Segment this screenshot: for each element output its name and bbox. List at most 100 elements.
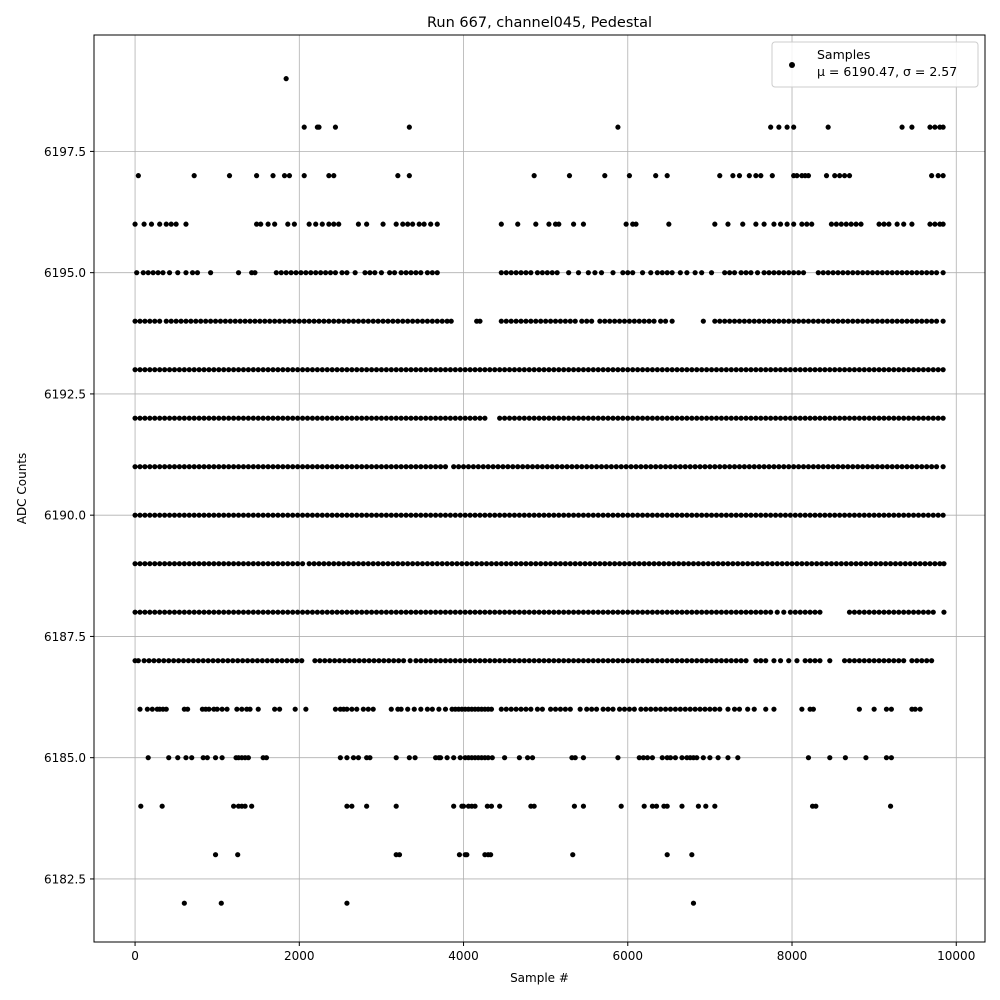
sample-point <box>567 706 573 712</box>
sample-point <box>344 609 350 615</box>
sample-point <box>319 609 325 615</box>
sample-point <box>423 658 429 664</box>
sample-point <box>364 803 370 809</box>
sample-point <box>772 367 779 373</box>
sample-point <box>327 270 334 276</box>
sample-point <box>260 609 266 615</box>
sample-point <box>235 512 242 518</box>
sample-point <box>240 367 247 373</box>
sample-point <box>659 512 665 518</box>
sample-point <box>777 367 784 373</box>
sample-point <box>899 270 905 276</box>
sample-point <box>940 173 946 179</box>
sample-point <box>620 609 626 615</box>
sample-point <box>718 609 724 615</box>
sample-point <box>493 561 499 567</box>
sample-point <box>345 561 352 567</box>
sample-point <box>398 464 404 470</box>
sample-point <box>654 367 660 373</box>
sample-point <box>259 658 265 664</box>
sample-point <box>940 270 946 276</box>
sample-point <box>531 609 537 615</box>
sample-point <box>941 609 947 615</box>
sample-point <box>393 512 399 518</box>
sample-point <box>482 415 488 421</box>
sample-point <box>283 76 289 82</box>
sample-point <box>485 755 491 761</box>
sample-point <box>324 609 330 615</box>
sample-point <box>211 512 217 518</box>
sample-point <box>612 318 618 324</box>
sample-point <box>482 609 488 615</box>
sample-point <box>566 415 572 421</box>
sample-point <box>295 367 301 373</box>
sample-point <box>766 270 772 276</box>
sample-point <box>927 561 933 567</box>
sample-point <box>408 415 414 421</box>
sample-point <box>253 221 260 227</box>
sample-point <box>270 561 276 567</box>
sample-point <box>621 318 628 324</box>
sample-point <box>595 367 601 373</box>
sample-point <box>508 318 514 324</box>
x-tick-label: 0 <box>131 949 139 963</box>
sample-point <box>575 512 582 518</box>
sample-point <box>712 221 718 227</box>
sample-point <box>245 367 251 373</box>
sample-point <box>410 561 416 567</box>
sample-point <box>464 852 470 858</box>
sample-point <box>809 561 815 567</box>
sample-point <box>309 512 316 518</box>
sample-point <box>888 755 894 761</box>
sample-point <box>186 609 192 615</box>
sample-point <box>239 706 245 712</box>
sample-point <box>869 318 876 324</box>
sample-point <box>866 367 872 373</box>
sample-point <box>212 318 219 324</box>
sample-point <box>674 658 680 664</box>
sample-point <box>433 464 439 470</box>
sample-point <box>600 658 606 664</box>
sample-point <box>795 464 802 470</box>
sample-point <box>181 561 187 567</box>
sample-point <box>669 609 675 615</box>
sample-point <box>339 415 345 421</box>
sample-point <box>283 270 289 276</box>
sample-point <box>403 367 409 373</box>
sample-point <box>917 706 923 712</box>
sample-point <box>556 512 562 518</box>
sample-point <box>907 561 913 567</box>
sample-point <box>190 658 196 664</box>
sample-point <box>743 270 749 276</box>
sample-point <box>605 706 611 712</box>
sample-point <box>672 755 679 761</box>
sample-point <box>137 512 143 518</box>
sample-point <box>651 318 657 324</box>
sample-point <box>413 415 419 421</box>
sample-point <box>449 561 455 567</box>
sample-point <box>280 464 286 470</box>
sample-point <box>324 512 330 518</box>
sample-point <box>727 464 733 470</box>
sample-point <box>497 512 503 518</box>
sample-point <box>708 415 715 421</box>
sample-point <box>299 561 306 567</box>
sample-point <box>672 464 679 470</box>
sample-point <box>137 609 143 615</box>
sample-point <box>492 367 498 373</box>
sample-point <box>889 464 895 470</box>
sample-point <box>423 367 429 373</box>
sample-point <box>372 270 378 276</box>
sample-point <box>354 512 360 518</box>
sample-point <box>272 221 278 227</box>
sample-point <box>781 609 787 615</box>
sample-point <box>255 561 261 567</box>
sample-point <box>631 318 637 324</box>
y-tick-label: 6182.5 <box>44 872 86 886</box>
sample-point <box>295 512 301 518</box>
sample-point <box>360 561 366 567</box>
sample-point <box>930 512 936 518</box>
sample-point <box>776 270 782 276</box>
sample-point <box>564 464 570 470</box>
